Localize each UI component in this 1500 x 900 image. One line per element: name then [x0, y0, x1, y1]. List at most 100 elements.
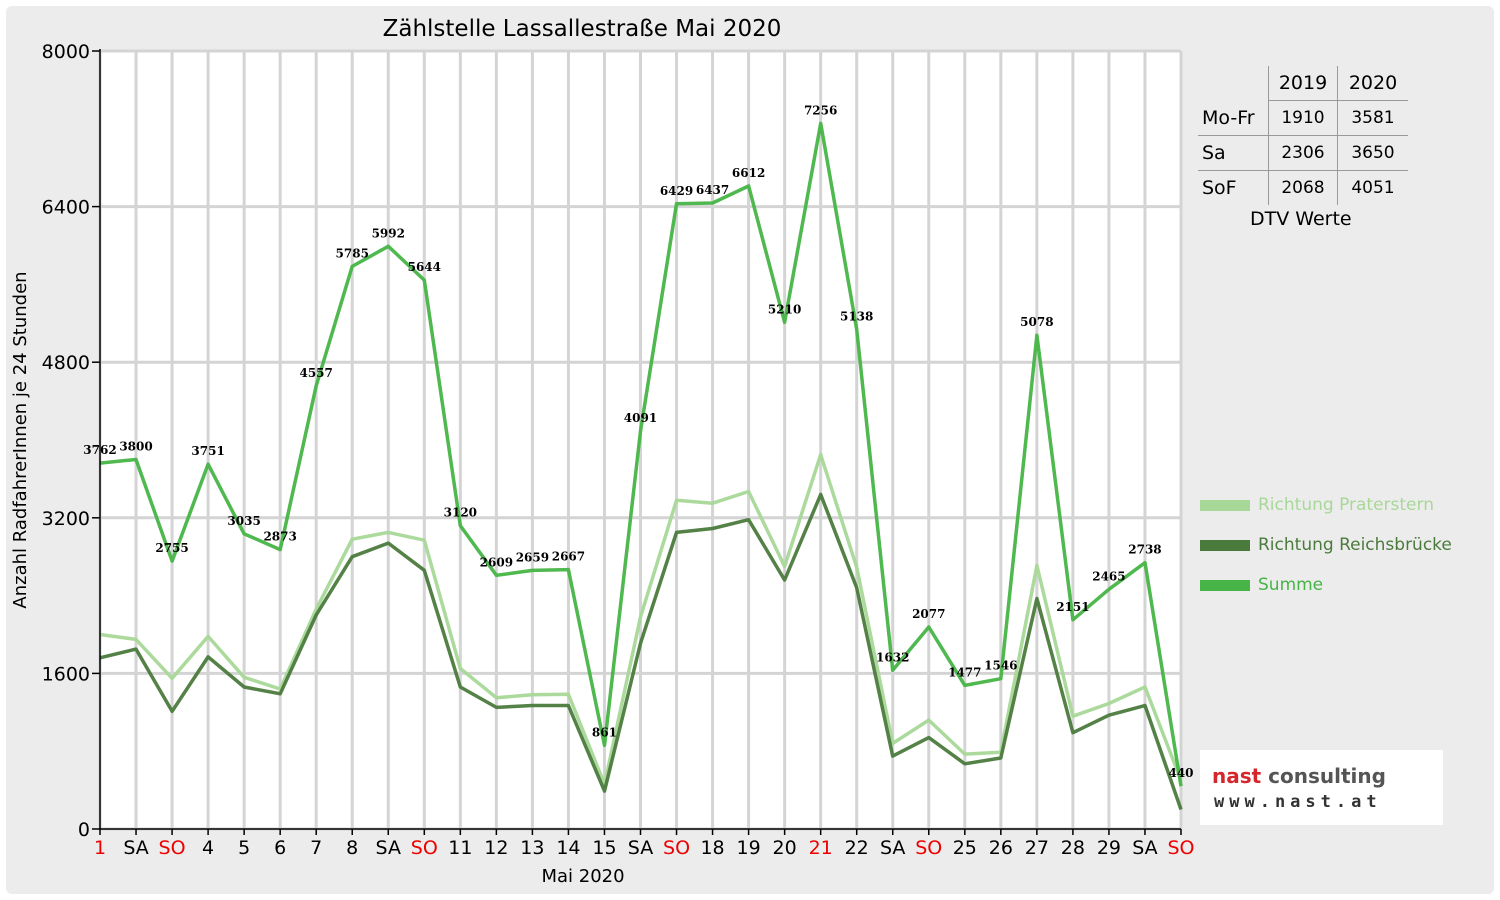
x-tick-label: SA	[123, 837, 148, 859]
x-tick-label: 26	[989, 837, 1013, 859]
legend-item-summe: Summe	[1200, 573, 1323, 597]
dtv-row: Mo-Fr 1910 3581	[1198, 100, 1408, 136]
dtv-row-label: Mo-Fr	[1198, 100, 1269, 136]
x-tick-label: SO	[1167, 837, 1194, 859]
data-label: 1546	[984, 659, 1017, 673]
y-tick-label: 3200	[42, 508, 90, 530]
x-tick-label: 20	[773, 837, 797, 859]
dtv-header-2020: 2020	[1337, 66, 1408, 101]
data-label: 440	[1168, 766, 1193, 780]
data-label: 5078	[1020, 315, 1053, 329]
x-tick-label: 28	[1061, 837, 1085, 859]
x-tick-label: 22	[845, 837, 869, 859]
data-label: 3751	[191, 444, 224, 458]
y-tick-label: 0	[78, 819, 90, 841]
data-label: 5644	[408, 260, 441, 274]
data-label: 5992	[372, 226, 405, 240]
x-tick-label: 11	[448, 837, 472, 859]
dtv-header-row: 2019 2020	[1198, 66, 1408, 101]
data-label: 2077	[912, 607, 945, 621]
x-tick-label: 25	[953, 837, 977, 859]
legend-label-praterstern: Richtung Praterstern	[1258, 495, 1434, 515]
dtv-cell-2019: 1910	[1268, 100, 1338, 136]
dtv-row: Sa 2306 3650	[1198, 135, 1408, 171]
logo-name-rest: consulting	[1261, 764, 1386, 788]
x-tick-label: 21	[809, 837, 833, 859]
data-label: 4557	[299, 366, 332, 380]
legend-item-reichsbruecke: Richtung Reichsbrücke	[1200, 533, 1452, 557]
company-logo: nast consulting www.nast.at	[1200, 750, 1443, 825]
legend-label-reichsbruecke: Richtung Reichsbrücke	[1258, 535, 1452, 555]
data-label: 6437	[696, 183, 729, 197]
x-tick-label: SA	[628, 837, 653, 859]
data-label: 2873	[263, 530, 296, 544]
dtv-row: SoF 2068 4051	[1198, 170, 1408, 205]
x-tick-label: 12	[484, 837, 508, 859]
dtv-row-label: SoF	[1198, 170, 1269, 205]
x-tick-label: 19	[737, 837, 761, 859]
x-tick-label: SA	[880, 837, 905, 859]
series-layer	[99, 121, 1183, 811]
dtv-cell-2019: 2306	[1268, 135, 1338, 171]
dtv-cell-2020: 3581	[1337, 100, 1408, 136]
data-label: 3800	[119, 439, 152, 453]
dtv-header-empty	[1198, 66, 1269, 101]
x-tick-label: 13	[520, 837, 544, 859]
legend-item-praterstern: Richtung Praterstern	[1200, 493, 1434, 517]
series-line-summe	[99, 121, 1183, 787]
legend-swatch-reichsbruecke	[1200, 539, 1250, 551]
data-label: 2465	[1092, 569, 1125, 583]
x-tick-label: SO	[159, 837, 186, 859]
x-tick-label: SA	[376, 837, 401, 859]
logo-name: nast consulting	[1212, 764, 1386, 788]
data-label: 1632	[876, 650, 909, 664]
data-label: 4091	[624, 411, 657, 425]
x-tick-label: 14	[556, 837, 580, 859]
y-axis-title: Anzahl RadfahrerInnen je 24 Stunden	[10, 271, 31, 608]
x-tick-label: 1	[94, 837, 106, 859]
x-tick-label: 18	[700, 837, 724, 859]
logo-web: www.nast.at	[1214, 792, 1382, 812]
legend-label-summe: Summe	[1258, 575, 1324, 595]
y-tick-label: 8000	[42, 41, 90, 63]
x-tick-label: 7	[310, 837, 322, 859]
x-tick-label: 6	[274, 837, 286, 859]
dtv-cell-2020: 3650	[1337, 135, 1408, 171]
dtv-header-2019: 2019	[1268, 66, 1338, 101]
x-tick-label: 4	[202, 837, 214, 859]
y-tick-label: 6400	[42, 197, 90, 219]
data-label: 5785	[336, 246, 369, 260]
x-tick-label: 27	[1025, 837, 1049, 859]
series-line-reichsbruecke	[99, 492, 1183, 811]
logo-name-accent: nast	[1212, 764, 1262, 788]
data-label: 1477	[948, 665, 981, 679]
data-label: 2738	[1128, 543, 1161, 557]
x-tick-label: SO	[915, 837, 942, 859]
data-label: 7256	[804, 103, 837, 117]
data-label: 6429	[660, 184, 693, 198]
data-label: 5138	[840, 309, 873, 323]
dtv-row-label: Sa	[1198, 135, 1269, 171]
x-tick-label: 29	[1097, 837, 1121, 859]
dtv-cell-2019: 2068	[1268, 170, 1338, 205]
x-tick-label: SO	[411, 837, 438, 859]
data-label: 2667	[552, 550, 585, 564]
dtv-cell-2020: 4051	[1351, 178, 1395, 198]
data-label: 6612	[732, 166, 765, 180]
x-tick-label: SO	[663, 837, 690, 859]
x-axis-title: Mai 2020	[541, 866, 624, 887]
y-tick-label: 1600	[42, 663, 90, 685]
chart-title: Zählstelle Lassallestraße Mai 2020	[383, 16, 782, 42]
y-tick-label: 4800	[42, 352, 90, 374]
data-label: 2609	[480, 555, 513, 569]
data-label: 861	[592, 725, 617, 739]
dtv-table: 2019 2020 Mo-Fr 1910 3581 Sa 2306 3650 S…	[1198, 66, 1408, 205]
legend-swatch-summe	[1200, 579, 1250, 591]
x-tick-label: 15	[592, 837, 616, 859]
x-tick-label: 5	[238, 837, 250, 859]
data-label: 2755	[155, 541, 188, 555]
x-tick-label: SA	[1132, 837, 1157, 859]
dtv-caption: DTV Werte	[1250, 208, 1352, 230]
